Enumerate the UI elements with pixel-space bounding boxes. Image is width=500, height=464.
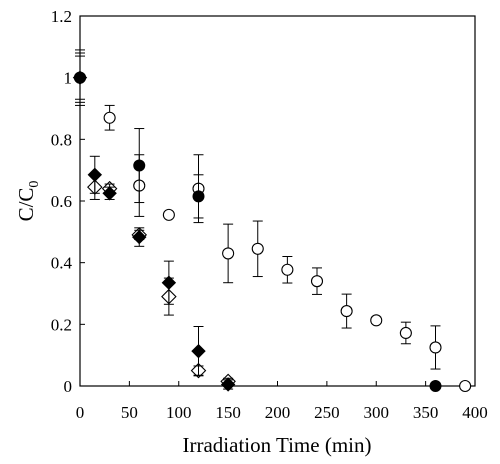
data-marks — [72, 49, 472, 393]
x-tick-label: 0 — [76, 403, 85, 422]
data-point-open-diamond — [87, 179, 103, 195]
data-point-open-circle — [251, 242, 264, 255]
x-axis-ticks: 0 50 100 150 200 250 300 350 400 — [76, 381, 488, 422]
data-point-open-circle — [222, 247, 235, 260]
x-axis-title: Irradiation Time (min) — [183, 433, 372, 457]
y-tick-label: 0.6 — [51, 192, 72, 211]
y-axis-title: C/C0 — [14, 181, 42, 222]
x-tick-label: 250 — [314, 403, 340, 422]
data-point-open-diamond — [131, 227, 148, 243]
y-tick-label: 0.2 — [51, 315, 72, 334]
x-tick-label: 50 — [121, 403, 138, 422]
y-tick-label: 0.8 — [51, 130, 72, 149]
y-axis-title-subscript: 0 — [27, 181, 42, 188]
series-open-circle — [73, 52, 472, 393]
data-point-open-circle — [310, 275, 324, 288]
y-tick-label: 0 — [64, 377, 73, 396]
x-tick-label: 400 — [462, 403, 488, 422]
y-axis-ticks: 0 0.2 0.4 0.6 0.8 1 1.2 — [51, 7, 85, 396]
data-point-open-circle — [162, 208, 175, 221]
data-point-open-diamond — [101, 180, 118, 197]
data-point-open-circle — [429, 341, 442, 354]
x-tick-label: 200 — [265, 403, 291, 422]
data-point-filled-circle — [192, 190, 205, 203]
data-point-open-circle — [370, 314, 383, 327]
x-tick-label: 150 — [215, 403, 241, 422]
data-point-open-circle — [281, 263, 294, 276]
data-point-open-circle — [399, 326, 412, 340]
y-tick-label: 0.4 — [51, 254, 73, 273]
data-point-filled-circle — [133, 159, 146, 172]
data-point-open-diamond — [220, 373, 236, 390]
data-point-open-circle — [340, 305, 353, 318]
x-tick-label: 350 — [413, 403, 439, 422]
y-axis-title-main: C/C — [14, 188, 38, 222]
data-point-open-diamond — [161, 288, 177, 305]
y-tick-label: 1 — [64, 69, 73, 88]
series-open-diamond — [87, 174, 236, 390]
series-filled-diamond — [72, 49, 236, 392]
data-point-open-circle — [103, 111, 116, 124]
data-point-open-circle — [459, 379, 472, 393]
y-tick-label: 1.2 — [51, 7, 72, 26]
x-tick-label: 300 — [364, 403, 390, 422]
data-point-filled-circle — [429, 380, 442, 392]
data-point-open-diamond — [190, 362, 207, 379]
x-tick-label: 100 — [166, 403, 192, 422]
data-point-filled-diamond — [191, 343, 206, 359]
data-point-filled-diamond — [72, 70, 88, 85]
